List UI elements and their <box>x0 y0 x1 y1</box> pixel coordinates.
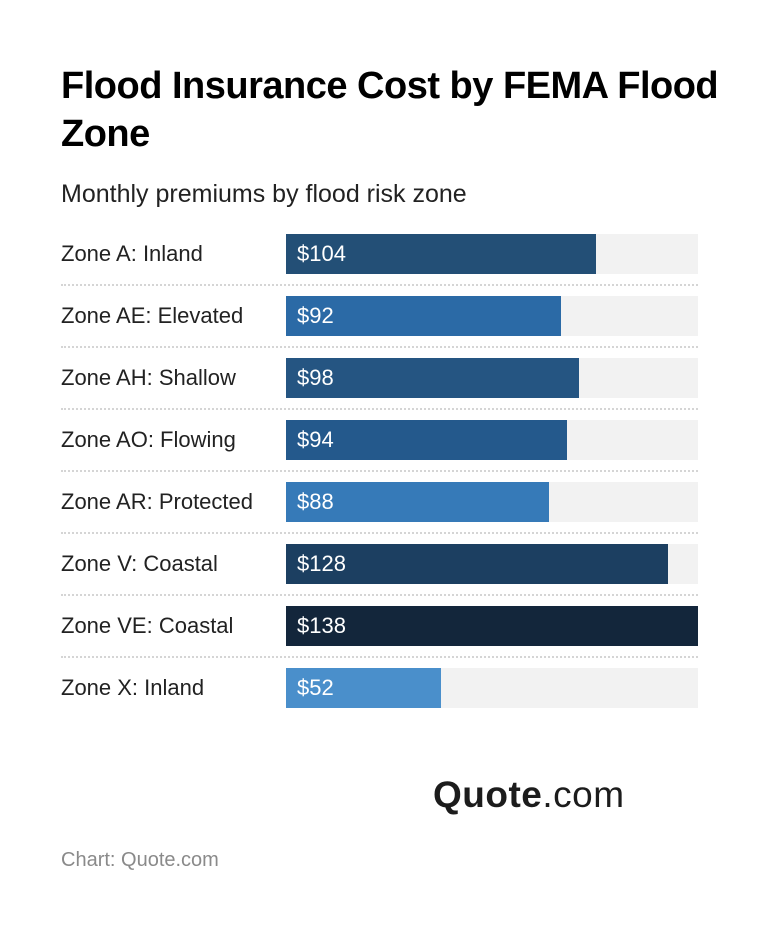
bar-track: $138 <box>286 606 698 646</box>
bar-track: $98 <box>286 358 698 398</box>
bar-row: Zone AO: Flowing $94 <box>61 420 698 482</box>
bar-label: Zone AH: Shallow <box>61 365 236 390</box>
bar-label: Zone AR: Protected <box>61 489 253 514</box>
row-divider <box>61 284 698 286</box>
bar-rows: Zone A: Inland $104 Zone AE: Elevated $92 Zo… <box>61 234 698 730</box>
bar-label: Zone X: Inland <box>61 675 205 700</box>
bar: $128 <box>286 544 669 584</box>
bar: $92 <box>286 296 561 336</box>
bar-row: Zone X: Inland $52 <box>61 668 698 730</box>
bar-row: Zone AH: Shallow $98 <box>61 358 698 420</box>
bar-value: $128 <box>297 551 346 576</box>
bar-label: Zone AO: Flowing <box>61 427 236 452</box>
bar-label: Zone AE: Elevated <box>61 303 244 328</box>
bar: $52 <box>286 668 442 708</box>
bar-track: $94 <box>286 420 698 460</box>
bar: $138 <box>286 606 698 646</box>
bar-track: $92 <box>286 296 698 336</box>
bar-label: Zone A: Inland <box>61 241 203 266</box>
row-divider <box>61 656 698 658</box>
bar-value: $88 <box>297 489 334 514</box>
chart-source: Chart: Quote.com <box>61 849 219 871</box>
bar: $104 <box>286 234 597 274</box>
bar-row: Zone A: Inland $104 <box>61 234 698 296</box>
bar-value: $138 <box>297 613 346 638</box>
bar-row: Zone V: Coastal $128 <box>61 544 698 606</box>
bar: $88 <box>286 482 549 522</box>
bar-label: Zone VE: Coastal <box>61 613 234 638</box>
chart-title: Flood Insurance Cost by FEMA Flood Zone <box>61 65 719 155</box>
bar-track: $104 <box>286 234 698 274</box>
bar-value: $104 <box>297 241 346 266</box>
row-divider <box>61 594 698 596</box>
row-divider <box>61 470 698 472</box>
bar-row: Zone AR: Protected $88 <box>61 482 698 544</box>
bar-value: $94 <box>297 427 334 452</box>
bar-row: Zone AE: Elevated $92 <box>61 296 698 358</box>
logo-bold: Quote <box>433 774 543 815</box>
bar-label: Zone V: Coastal <box>61 551 218 576</box>
bar-track: $88 <box>286 482 698 522</box>
chart-subtitle: Monthly premiums by flood risk zone <box>61 180 467 208</box>
row-divider <box>61 532 698 534</box>
bar-row: Zone VE: Coastal $138 <box>61 606 698 668</box>
bar-value: $98 <box>297 365 334 390</box>
logo-light: .com <box>542 774 625 815</box>
bar-value: $92 <box>297 303 334 328</box>
bar-track: $52 <box>286 668 698 708</box>
row-divider <box>61 346 698 348</box>
bar: $94 <box>286 420 567 460</box>
bar: $98 <box>286 358 579 398</box>
bar-value: $52 <box>297 675 334 700</box>
row-divider <box>61 408 698 410</box>
quote-logo: Quote.com <box>433 774 625 816</box>
bar-track: $128 <box>286 544 698 584</box>
